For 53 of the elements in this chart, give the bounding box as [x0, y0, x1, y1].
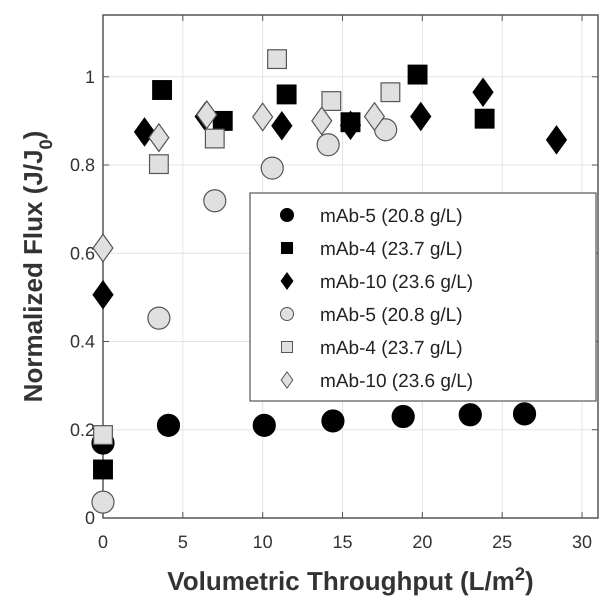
x-tick-label: 20 — [412, 532, 432, 552]
point — [260, 156, 284, 180]
point — [92, 234, 114, 262]
point — [93, 460, 113, 480]
point — [148, 154, 169, 174]
legend-label: mAb-4 (23.7 g/L) — [320, 338, 463, 359]
point — [321, 409, 345, 433]
point — [203, 189, 226, 212]
point — [408, 64, 428, 85]
x-tick-label: 25 — [492, 532, 512, 552]
point — [316, 133, 340, 156]
y-tick-label: 1 — [84, 66, 95, 87]
point — [374, 118, 398, 142]
point — [134, 118, 156, 146]
point — [546, 126, 567, 154]
legend-label: mAb-5 (20.8 g/L) — [320, 206, 463, 227]
point — [380, 82, 400, 102]
point — [410, 102, 432, 131]
point — [92, 280, 114, 310]
x-tick-label: 0 — [98, 532, 108, 552]
point — [204, 128, 225, 148]
point — [472, 78, 494, 107]
point — [148, 123, 170, 152]
legend-label: mAb-10 (23.6 g/L) — [320, 371, 474, 392]
point — [311, 106, 332, 136]
point — [276, 84, 297, 104]
point — [392, 404, 415, 428]
legend-label: mAb-10 (23.6 g/L) — [320, 272, 474, 293]
legend-label: mAb-5 (20.8 g/L) — [320, 305, 463, 326]
point — [340, 110, 361, 140]
point — [267, 49, 287, 70]
point — [147, 306, 170, 330]
y-tick-label: 0.4 — [70, 332, 95, 352]
point — [321, 91, 342, 111]
x-tick-label: 30 — [572, 532, 592, 552]
point — [271, 111, 292, 140]
point — [474, 108, 495, 129]
point — [156, 414, 180, 437]
x-tick-label: 15 — [332, 532, 353, 552]
x-axis-title: Volumetric Throughput (L/m$^{2}$) — [167, 564, 534, 596]
point — [458, 403, 482, 426]
point — [364, 102, 385, 131]
point — [152, 80, 172, 100]
y-tick-label: 0.6 — [70, 243, 95, 264]
x-tick-label: 5 — [178, 532, 188, 552]
y-tick-label: 0 — [84, 508, 95, 528]
point — [93, 425, 113, 445]
point — [252, 102, 274, 132]
x-tick-label: 10 — [252, 532, 273, 552]
point — [252, 414, 276, 437]
point — [512, 402, 536, 426]
y-tick-label: 0.8 — [70, 155, 95, 176]
legend-label: mAb-4 (23.7 g/L) — [320, 239, 463, 260]
